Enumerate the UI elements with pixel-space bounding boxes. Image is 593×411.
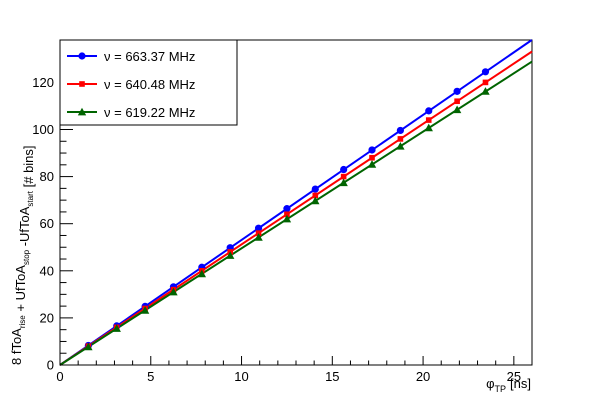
data-point-series-2 [369, 154, 375, 161]
x-tick-label: 5 [147, 369, 154, 384]
legend-box [59, 39, 238, 126]
y-title-part: [# bins] [21, 145, 36, 191]
data-point-series-2 [454, 98, 460, 105]
data-point-series-2 [482, 79, 489, 86]
data-point-series-2 [255, 230, 262, 236]
data-point-series-2 [397, 136, 404, 142]
y-axis-title: 8 fToArise + UfToAstop -UfToAstart [# bi… [9, 145, 36, 365]
data-point-series-3 [197, 269, 207, 278]
data-point-series-3 [452, 105, 462, 114]
data-point-series-3 [282, 214, 292, 223]
data-point-series-3 [169, 287, 178, 296]
data-point-series-2 [312, 192, 319, 199]
x-tick-label: 20 [416, 369, 430, 384]
fit-line-2 [59, 50, 533, 366]
y-tick-label: 40 [40, 263, 54, 278]
y-tick-label: 100 [32, 122, 54, 137]
data-point-series-2 [284, 211, 290, 218]
data-point-series-2 [340, 173, 347, 180]
data-point-series-1 [254, 224, 263, 232]
x-axis: 0 5 10 15 20 25 [56, 356, 533, 384]
y-title-part: -UfToA [17, 206, 32, 250]
data-point-series-3 [140, 306, 150, 314]
legend-marker-2 [79, 81, 85, 87]
y-title-subscript: rise [18, 315, 27, 328]
x-axis-title: φTP [ns] [486, 376, 531, 394]
legend: ν = 663.37 MHz ν = 640.48 MHz ν = 619.22 M… [59, 39, 238, 126]
data-point-series-3 [339, 178, 348, 187]
data-point-series-3 [254, 233, 263, 241]
data-point-series-3 [84, 342, 93, 351]
data-point-series-3 [311, 196, 320, 205]
data-point-series-3 [396, 142, 405, 150]
data-point-series-3 [225, 251, 235, 259]
data-point-series-3 [481, 87, 490, 95]
data-markers [84, 68, 490, 351]
y-tick-label: 20 [40, 310, 54, 325]
y-title-subscript: start [26, 190, 35, 206]
x-tick-label: 10 [234, 369, 248, 384]
y-title-part: + UfToA [13, 265, 28, 316]
data-point-series-1 [368, 146, 376, 154]
data-point-series-2 [425, 117, 432, 123]
data-point-series-1 [425, 107, 433, 115]
data-point-series-3 [112, 324, 121, 332]
data-point-series-3 [424, 123, 433, 132]
legend-label-1: ν = 663.37 MHz [104, 49, 195, 64]
y-tick-label: 0 [47, 358, 54, 373]
x-tick-label: 25 [507, 369, 521, 384]
fit-line-1 [59, 39, 533, 366]
fit-line-3 [59, 60, 533, 366]
data-point-series-1 [481, 68, 490, 76]
data-point-series-1 [340, 165, 348, 174]
data-point-series-1 [311, 185, 319, 193]
data-point-series-1 [396, 126, 404, 135]
data-point-series-1 [453, 87, 461, 95]
y-tick-label: 80 [40, 169, 54, 184]
legend-label-2: ν = 640.48 MHz [104, 77, 195, 92]
y-tick-label: 120 [32, 75, 54, 90]
y-title-subscript: stop [22, 249, 31, 265]
data-point-series-1 [283, 205, 291, 213]
y-tick-label: 60 [40, 216, 54, 231]
y-axis: 0 20 40 60 80 100 120 [32, 46, 73, 373]
x-tick-label: 0 [56, 369, 63, 384]
fit-lines [59, 39, 533, 366]
legend-marker-3 [77, 107, 87, 116]
x-tick-label: 15 [325, 369, 339, 384]
y-title-part: 8 fToA [9, 328, 24, 365]
legend-marker-1 [78, 52, 86, 60]
data-point-series-3 [367, 160, 377, 168]
legend-label-3: ν = 619.22 MHz [104, 105, 195, 120]
